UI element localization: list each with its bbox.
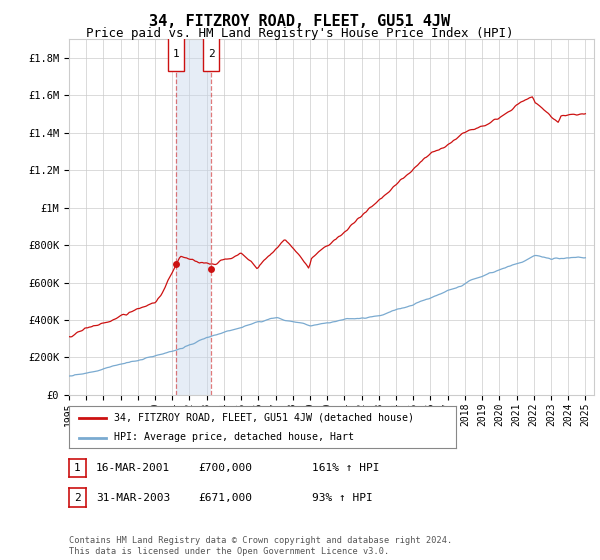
Text: £671,000: £671,000	[198, 493, 252, 503]
FancyBboxPatch shape	[167, 38, 184, 71]
FancyBboxPatch shape	[203, 38, 219, 71]
Text: 93% ↑ HPI: 93% ↑ HPI	[312, 493, 373, 503]
Text: 16-MAR-2001: 16-MAR-2001	[96, 463, 170, 473]
Text: £700,000: £700,000	[198, 463, 252, 473]
Text: 31-MAR-2003: 31-MAR-2003	[96, 493, 170, 503]
Text: 2: 2	[208, 49, 214, 59]
Text: 1: 1	[74, 463, 81, 473]
Text: 1: 1	[173, 49, 179, 59]
Text: 34, FITZROY ROAD, FLEET, GU51 4JW (detached house): 34, FITZROY ROAD, FLEET, GU51 4JW (detac…	[113, 413, 413, 423]
Text: Contains HM Land Registry data © Crown copyright and database right 2024.
This d: Contains HM Land Registry data © Crown c…	[69, 536, 452, 556]
Text: 2: 2	[74, 493, 81, 502]
Text: 34, FITZROY ROAD, FLEET, GU51 4JW: 34, FITZROY ROAD, FLEET, GU51 4JW	[149, 14, 451, 29]
Text: 161% ↑ HPI: 161% ↑ HPI	[312, 463, 380, 473]
Text: HPI: Average price, detached house, Hart: HPI: Average price, detached house, Hart	[113, 432, 353, 442]
Text: Price paid vs. HM Land Registry's House Price Index (HPI): Price paid vs. HM Land Registry's House …	[86, 27, 514, 40]
Bar	[176, 39, 211, 395]
